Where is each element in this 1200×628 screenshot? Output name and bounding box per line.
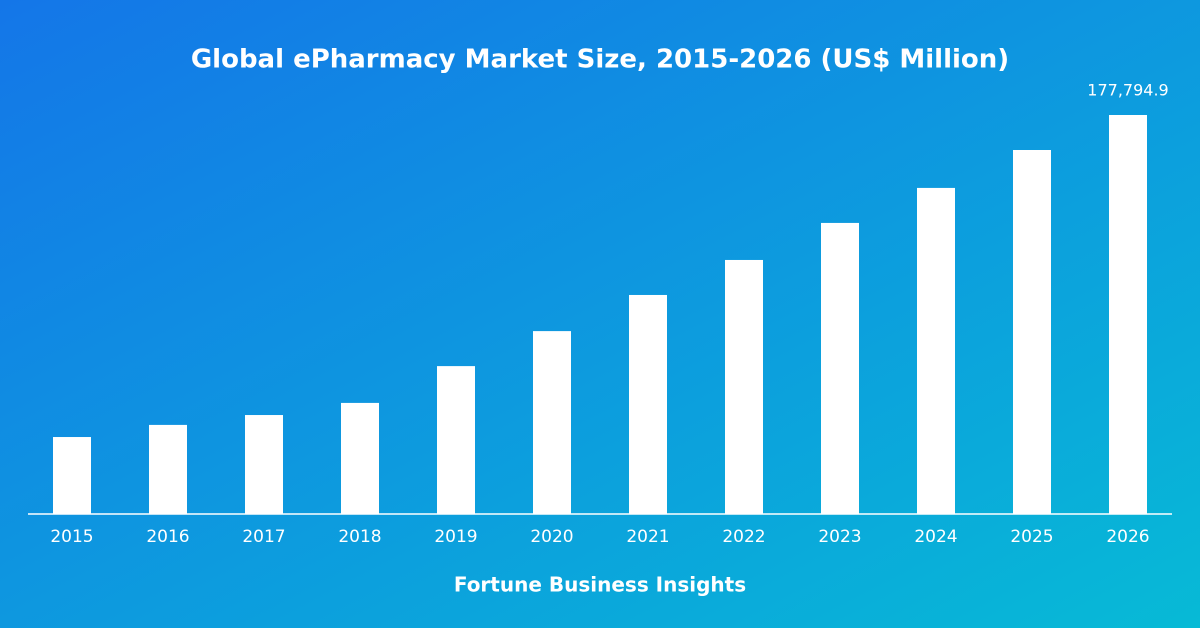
bar: [1013, 149, 1051, 514]
bar: [149, 424, 187, 514]
source: Fortune Business Insights: [454, 573, 746, 597]
bar: [437, 366, 475, 514]
bar: [917, 187, 955, 515]
x-tick-label: 2015: [50, 527, 93, 547]
x-tick-label: 2026: [1106, 527, 1149, 547]
bar: [1109, 115, 1147, 514]
x-tick-label: 2016: [146, 527, 189, 547]
x-tick-label: 2019: [434, 527, 477, 547]
x-tick-label: 2021: [626, 527, 669, 547]
x-tick-label: 2017: [242, 527, 285, 547]
bar: [533, 331, 571, 514]
x-tick-label: 2024: [914, 527, 957, 547]
x-tick-label: 2022: [722, 527, 765, 547]
bar: [725, 259, 763, 514]
x-tick-label: 2018: [338, 527, 381, 547]
value-label: 177,794.9: [1087, 81, 1168, 100]
chart-title: Global ePharmacy Market Size, 2015-2026 …: [191, 45, 1009, 75]
x-tick-label: 2023: [818, 527, 861, 547]
bar: [821, 222, 859, 514]
x-tick-label: 2025: [1010, 527, 1053, 547]
bar: [629, 294, 667, 514]
bar: [53, 437, 91, 514]
bar: [341, 402, 379, 514]
bar: [245, 415, 283, 514]
x-tick-label: 2020: [530, 527, 573, 547]
